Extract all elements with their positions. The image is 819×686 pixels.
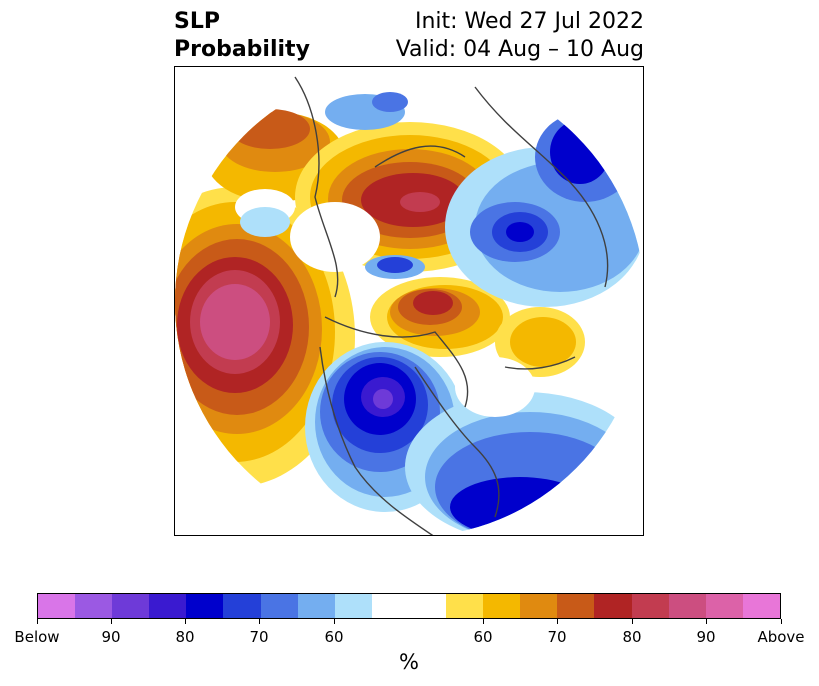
colorbar-segment <box>186 594 224 618</box>
colorbar-tick-label: 70 <box>249 628 269 646</box>
colorbar-tick-mark <box>781 619 782 624</box>
colorbar-segment <box>705 594 743 618</box>
colorbar-segment <box>594 594 632 618</box>
colorbar-segment <box>112 594 150 618</box>
probability-map <box>174 66 644 536</box>
map-svg <box>175 67 643 535</box>
colorbar-tick-mark <box>334 619 335 624</box>
colorbar-tick-label: 80 <box>622 628 642 646</box>
colorbar-tick-mark <box>557 619 558 624</box>
colorbar-segment <box>408 594 447 618</box>
colorbar-segment <box>334 594 372 618</box>
colorbar-tick-label: 70 <box>547 628 567 646</box>
colorbar <box>37 593 781 619</box>
date-info: Init: Wed 27 Jul 2022 Valid: 04 Aug – 10… <box>396 8 644 64</box>
colorbar-segment <box>446 594 484 618</box>
colorbar-segment <box>260 594 298 618</box>
colorbar-segment <box>75 594 113 618</box>
colorbar-tick-mark <box>37 619 38 624</box>
colorbar-tick-mark <box>706 619 707 624</box>
colorbar-tick-label: 90 <box>101 628 121 646</box>
colorbar-segment <box>557 594 595 618</box>
colorbar-tick-label: 80 <box>175 628 195 646</box>
colorbar-segment <box>483 594 521 618</box>
colorbar-segment <box>631 594 669 618</box>
colorbar-tick-label: 60 <box>473 628 493 646</box>
colorbar-tick-label: Above <box>757 628 805 646</box>
colorbar-tick-mark <box>111 619 112 624</box>
init-date: Init: Wed 27 Jul 2022 <box>414 9 644 34</box>
colorbar-tick-mark <box>483 619 484 624</box>
title-line-1: SLP <box>174 9 220 34</box>
valid-range: Valid: 04 Aug – 10 Aug <box>395 37 644 62</box>
colorbar-segment <box>668 594 706 618</box>
colorbar-tick-mark <box>185 619 186 624</box>
probability-field <box>175 67 643 535</box>
colorbar-segment <box>742 594 780 618</box>
colorbar-segment <box>371 594 409 618</box>
colorbar-segment <box>223 594 261 618</box>
colorbar-tick-label: 60 <box>324 628 344 646</box>
colorbar-segment <box>520 594 558 618</box>
chart-title: SLP Probability <box>174 8 310 64</box>
colorbar-segment <box>38 594 76 618</box>
colorbar-tick-mark <box>259 619 260 624</box>
colorbar-unit-label: % <box>399 650 419 674</box>
colorbar-tick-mark <box>632 619 633 624</box>
coastlines <box>294 76 609 535</box>
colorbar-segment <box>149 594 187 618</box>
colorbar-segment <box>297 594 335 618</box>
title-line-2: Probability <box>174 37 310 62</box>
colorbar-tick-label: Below <box>14 628 60 646</box>
colorbar-tick-label: 90 <box>696 628 716 646</box>
